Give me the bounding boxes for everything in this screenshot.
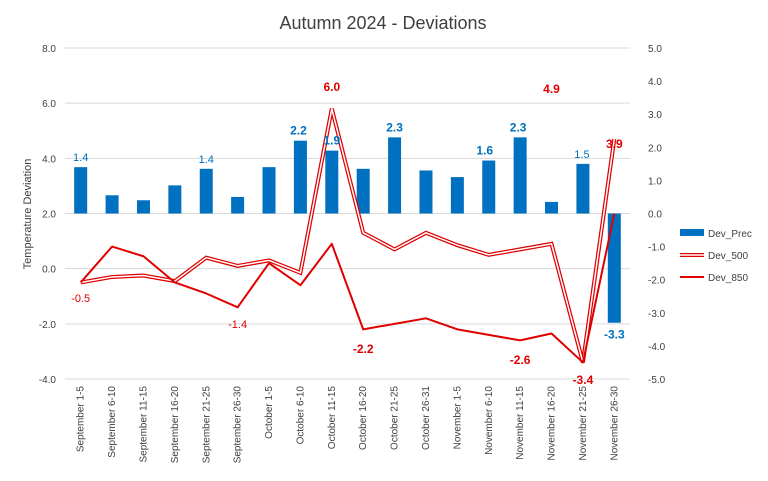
line-data-label: 4.9 [543,82,560,96]
bar-data-label: 1.9 [323,134,340,148]
x-axis-ticks: September 1-5 September 6-10 September 11-… [76,386,621,464]
y2-axis-ticks: 5.0 4.0 3.0 2.0 1.0 0.0 -1.0 -2.0 -3.0 -4.0 -5.0 [648,44,666,386]
chart-title: Autumn 2024 - Deviations [279,13,486,33]
x-tick-label: November 1-5 [452,386,463,450]
legend-label-Dev_500: Dev_500 [708,251,748,262]
legend-swatch-Dev_Prec [680,229,704,236]
x-tick-label: September 21-25 [201,386,212,464]
bar [419,170,433,214]
x-tick-label: September 11-15 [138,386,149,463]
x-tick-label: October 6-10 [295,386,306,445]
bar-data-label: 1.4 [199,154,214,166]
x-tick-label: November 16-20 [547,386,558,461]
bar-data-label: 2.3 [510,120,527,134]
x-tick-label: October 11-15 [327,386,338,450]
line-data-label: -3.4 [573,373,594,387]
x-tick-label: September 1-5 [76,386,87,453]
line-series-Dev_500 [80,108,617,363]
x-tick-label: November 26-30 [609,386,620,461]
bar [356,168,370,214]
bar [325,150,339,214]
lines [79,108,617,364]
x-tick-label: October 26-31 [421,386,432,450]
y2-tick-label: 2.0 [648,143,662,154]
bar [607,213,621,323]
legend-label-Dev_850: Dev_850 [708,273,748,284]
bar [482,160,496,214]
y2-tick-label: -4.0 [648,342,666,353]
x-tick-label: October 16-20 [358,386,369,450]
x-tick-label: October 1-5 [264,386,275,439]
x-tick-label: September 26-30 [233,386,244,464]
legend: Dev_Prec Dev_500 Dev_850 [680,229,752,284]
y2-tick-label: 4.0 [648,77,662,88]
y-axis-ticks: 8.0 6.0 4.0 2.0 0.0 -2.0 -4.0 [39,44,57,386]
data-labels: 1.4 1.4 2.2 1.9 2.3 1.6 2.3 1.5 -3.3 -0.5 -1.4 6.0 -… [71,80,625,387]
line-data-label: -2.6 [510,353,531,367]
x-tick-label: November 21-25 [578,386,589,461]
y2-tick-label: 3.0 [648,110,662,121]
y2-tick-label: -2.0 [648,276,666,287]
bar-data-label: -3.3 [604,328,625,342]
bar-data-label: 2.2 [290,124,307,138]
line-series-Dev_500-core [80,108,616,363]
y-tick-label: 2.0 [42,210,56,221]
bar [513,137,527,214]
line-data-label: -2.2 [353,342,374,356]
x-tick-label: November 11-15 [515,386,526,460]
bar [293,140,307,214]
y2-tick-label: 0.0 [648,210,662,221]
bar-data-label: 2.3 [386,120,403,134]
line-data-label: 3.9 [606,137,623,151]
y2-tick-label: -1.0 [648,243,666,254]
bar [74,167,88,214]
y2-tick-label: -5.0 [648,375,666,386]
y2-tick-label: -3.0 [648,309,666,320]
bar-data-label: 1.5 [574,149,589,161]
bar [231,196,245,214]
x-tick-label: September 16-20 [170,386,181,464]
y-axis-title: Temperature Deviation [22,159,34,270]
bar [136,200,150,214]
y-tick-label: -2.0 [39,320,57,331]
line-series-Dev_850 [79,213,616,364]
bar [105,195,119,214]
x-tick-label: November 6-10 [484,386,495,455]
bar [168,185,182,214]
y2-tick-label: 5.0 [648,44,662,55]
bar [545,201,559,214]
bar [576,163,590,214]
bar [388,137,402,214]
y-tick-label: -4.0 [39,375,57,386]
y-tick-label: 6.0 [42,99,56,110]
line-data-label: -1.4 [228,319,247,331]
x-tick-label: September 6-10 [107,386,118,458]
y2-tick-label: 1.0 [648,176,662,187]
line-data-label: -0.5 [71,293,90,305]
y-tick-label: 8.0 [42,44,56,55]
bar-data-label: 1.6 [476,144,493,158]
bar [262,167,276,214]
bar-data-label: 1.4 [73,152,88,164]
bar [199,168,213,214]
line-data-label: 6.0 [323,80,340,94]
y-tick-label: 0.0 [42,265,56,276]
bar [450,177,464,214]
bars [74,137,621,323]
y-tick-label: 4.0 [42,154,56,165]
x-tick-label: October 21-25 [390,386,401,450]
legend-label-Dev_Prec: Dev_Prec [708,229,752,240]
